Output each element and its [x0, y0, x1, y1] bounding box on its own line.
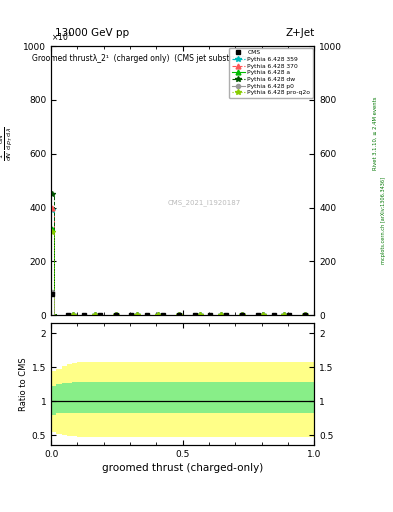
Text: $\frac{1}{\mathrm{d}N}\,\frac{\mathrm{d}N}{\mathrm{d}\,p_T\,\mathrm{d}\,\lambda}: $\frac{1}{\mathrm{d}N}\,\frac{\mathrm{d}… — [0, 126, 15, 161]
X-axis label: groomed thrust (charged-only): groomed thrust (charged-only) — [102, 463, 263, 474]
Text: Rivet 3.1.10, ≥ 2.4M events: Rivet 3.1.10, ≥ 2.4M events — [373, 96, 378, 170]
Y-axis label: Ratio to CMS: Ratio to CMS — [19, 357, 28, 411]
Text: $\times 10^3$: $\times 10^3$ — [51, 31, 72, 44]
Text: Groomed thrustλ_2¹  (charged only)  (CMS jet substructure): Groomed thrustλ_2¹ (charged only) (CMS j… — [31, 54, 260, 63]
Text: mcplots.cern.ch [arXiv:1306.3436]: mcplots.cern.ch [arXiv:1306.3436] — [381, 177, 386, 264]
Text: 13000 GeV pp: 13000 GeV pp — [55, 28, 129, 38]
Legend: CMS, Pythia 6.428 359, Pythia 6.428 370, Pythia 6.428 a, Pythia 6.428 dw, Pythia: CMS, Pythia 6.428 359, Pythia 6.428 370,… — [229, 48, 312, 98]
Text: CMS_2021_I1920187: CMS_2021_I1920187 — [167, 199, 241, 206]
Text: Z+Jet: Z+Jet — [285, 28, 314, 38]
